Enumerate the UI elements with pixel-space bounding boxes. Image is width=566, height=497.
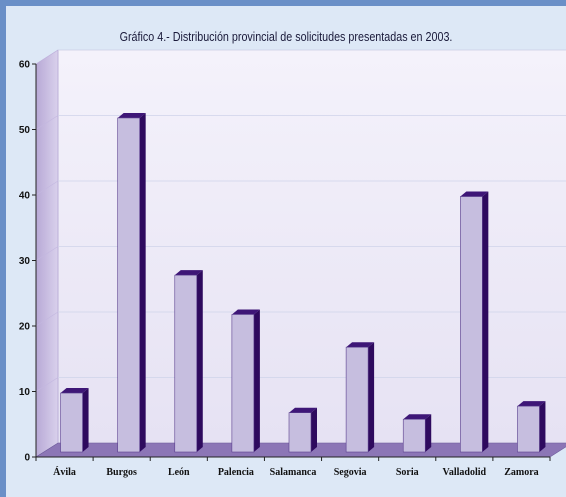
bar-side xyxy=(482,191,489,453)
x-tick-label: Soria xyxy=(396,467,419,478)
bar-burgos xyxy=(117,112,146,453)
bar-side xyxy=(253,309,260,452)
x-tick-label: Valladolid xyxy=(443,467,487,478)
gridline-side xyxy=(35,377,59,392)
x-tick-label: Segovia xyxy=(334,467,367,478)
bar-front xyxy=(517,405,540,453)
bar-valladolid xyxy=(460,191,489,453)
bar-segovia xyxy=(345,342,375,453)
bar-front xyxy=(117,117,140,453)
bar-top xyxy=(60,388,89,394)
bar-león xyxy=(174,270,203,453)
chart-frame: Gráfico 4.- Distribución provincial de s… xyxy=(6,6,566,497)
bar-front xyxy=(60,392,83,453)
bar-zamora xyxy=(517,401,546,453)
bar-top xyxy=(174,270,203,276)
x-tick-label: Palencia xyxy=(218,467,254,478)
bar-top xyxy=(460,191,489,197)
x-tick-label: Salamanca xyxy=(270,467,317,478)
bar-side xyxy=(539,401,546,452)
y-tick-label: 60 xyxy=(19,60,31,71)
bar-side xyxy=(196,270,203,452)
bar-side xyxy=(311,407,317,452)
gridline-side xyxy=(35,311,59,327)
x-tick-label: Ávila xyxy=(53,466,76,478)
bar-front xyxy=(402,418,426,453)
gridline-side xyxy=(35,180,59,196)
bar-top xyxy=(517,401,546,407)
chart-title: Gráfico 4.- Distribución provincial de s… xyxy=(119,30,453,44)
gridline-side xyxy=(35,49,59,65)
bar-front xyxy=(231,314,255,453)
x-tick-label: Zamora xyxy=(504,467,538,478)
gridline-side xyxy=(35,115,59,130)
bar-top xyxy=(403,414,432,420)
bar-side xyxy=(82,388,89,452)
bar-ávila xyxy=(60,388,89,453)
y-tick-label: 50 xyxy=(19,125,31,136)
bar-soria xyxy=(402,414,432,453)
bar-salamanca xyxy=(288,407,317,453)
y-tick-label: 0 xyxy=(24,453,30,464)
bar-front xyxy=(174,274,198,453)
y-tick-label: 20 xyxy=(19,322,31,333)
bar-side xyxy=(139,112,146,452)
bar-front xyxy=(288,412,312,453)
bar-top xyxy=(231,309,260,315)
bar-top xyxy=(117,112,146,118)
bar-chart: 0 10 20 30 40 50 60 Ávila Burgos León Palencia Sala… xyxy=(19,49,566,478)
bar-top xyxy=(346,342,375,348)
bar-front xyxy=(345,346,369,453)
gridline-side xyxy=(35,246,59,261)
bar-side xyxy=(425,414,432,452)
bar-top xyxy=(289,407,317,413)
y-tick-label: 10 xyxy=(19,387,31,398)
y-tick-label: 40 xyxy=(19,191,31,202)
x-tick-label: León xyxy=(168,467,190,478)
bar-side xyxy=(368,342,375,452)
bar-palencia xyxy=(231,309,260,453)
bar-front xyxy=(460,196,483,453)
y-tick-label: 30 xyxy=(19,256,31,267)
x-tick-label: Burgos xyxy=(106,467,137,478)
